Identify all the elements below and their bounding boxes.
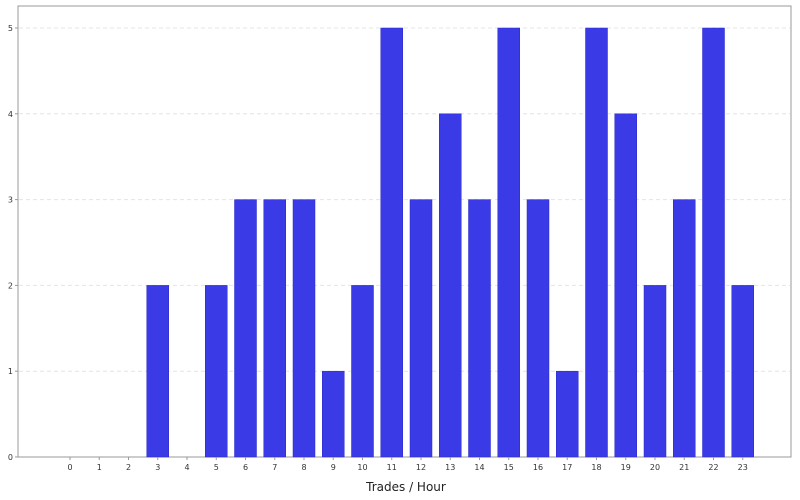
y-tick-label-0: 0 <box>8 453 13 462</box>
x-tick-label-13: 13 <box>445 463 455 472</box>
x-tick-label-21: 21 <box>679 463 689 472</box>
x-tick-label-14: 14 <box>474 463 484 472</box>
x-tick-label-16: 16 <box>533 463 543 472</box>
bar-hour-9 <box>322 370 345 458</box>
x-tick-label-17: 17 <box>562 463 572 472</box>
x-tick-label-5: 5 <box>214 463 219 472</box>
bar-hour-16 <box>526 199 550 458</box>
x-tick-label-10: 10 <box>357 463 367 472</box>
x-tick-label-18: 18 <box>591 463 601 472</box>
x-tick-label-12: 12 <box>416 463 426 472</box>
bar-hour-12 <box>409 199 433 458</box>
bar-hour-18 <box>585 27 608 458</box>
bar-hour-11 <box>380 27 403 458</box>
bar-hour-19 <box>614 113 637 458</box>
bar-hour-5 <box>205 285 228 458</box>
x-tick-label-1: 1 <box>97 463 102 472</box>
x-tick-label-8: 8 <box>301 463 306 472</box>
bar-hour-6 <box>234 199 257 458</box>
x-tick-label-23: 23 <box>738 463 748 472</box>
bar-hour-7 <box>263 199 286 458</box>
bar-hour-14 <box>468 199 491 458</box>
bar-hour-15 <box>497 27 520 458</box>
y-tick-label-4: 4 <box>8 110 13 119</box>
bar-hour-8 <box>292 199 316 458</box>
bar-hour-13 <box>439 113 462 458</box>
x-tick-label-9: 9 <box>331 463 336 472</box>
x-tick-label-19: 19 <box>621 463 631 472</box>
bar-hour-23 <box>731 285 754 458</box>
bar-hour-3 <box>146 285 169 458</box>
bar-hour-21 <box>673 199 696 458</box>
x-axis-title: Trades / Hour <box>365 480 446 494</box>
bar-hour-10 <box>351 285 374 458</box>
x-tick-label-6: 6 <box>243 463 248 472</box>
x-tick-label-0: 0 <box>67 463 72 472</box>
x-axis-ticks: 0 1 2 3 4 5 6 7 8 9 10 11 12 13 14 15 16 17 18 19 20 21 22 23 <box>67 457 748 472</box>
y-tick-label-1: 1 <box>8 367 13 376</box>
x-tick-label-11: 11 <box>387 463 397 472</box>
bar-hour-22 <box>702 27 725 458</box>
x-tick-label-22: 22 <box>708 463 718 472</box>
x-tick-label-2: 2 <box>126 463 131 472</box>
bar-hour-20 <box>643 285 667 458</box>
y-tick-label-2: 2 <box>8 281 13 290</box>
x-tick-label-15: 15 <box>504 463 514 472</box>
bar-hour-17 <box>556 370 579 458</box>
x-tick-label-20: 20 <box>650 463 660 472</box>
y-axis-ticks: 0 1 2 3 4 5 <box>8 24 18 462</box>
x-tick-label-7: 7 <box>272 463 277 472</box>
x-tick-label-4: 4 <box>184 463 189 472</box>
y-tick-label-3: 3 <box>8 196 13 205</box>
bar-series <box>146 27 754 458</box>
x-tick-label-3: 3 <box>155 463 160 472</box>
y-tick-label-5: 5 <box>8 24 13 33</box>
